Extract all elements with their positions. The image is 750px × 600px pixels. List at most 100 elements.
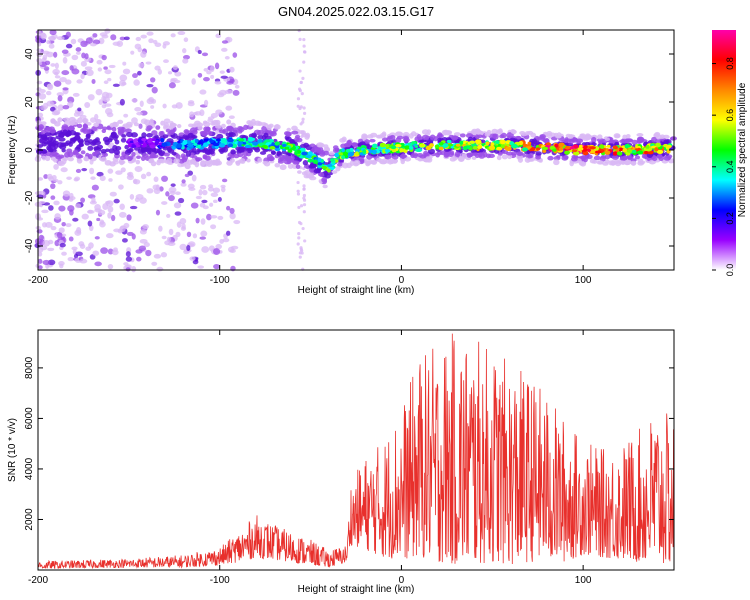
noise-blob [103,66,108,70]
ridge-point [490,142,495,146]
noise-blob [56,36,65,41]
ridge-point [635,145,639,149]
noise-blob [140,34,148,39]
noise-blob [56,231,63,239]
noise-blob [228,115,235,120]
x-tick-label: 100 [575,575,592,586]
band-blob [243,124,249,131]
band-blob [620,156,628,161]
noise-blob [168,82,176,89]
noise-blob [202,189,208,196]
noise-blob [142,224,149,230]
noise-blob [191,174,197,182]
noise-blob [91,79,96,85]
noise-blob [138,245,147,252]
band-blob [400,159,405,165]
noise-blob [62,190,71,197]
noise-blob [47,259,56,266]
noise-blob [198,189,203,196]
noise-blob [210,215,218,219]
noise-blob [104,107,113,115]
band-blob [180,163,186,167]
noise-blob [302,196,306,200]
noise-blob [42,240,51,247]
band-blob [221,123,226,129]
noise-blob [104,103,112,107]
noise-blob [119,211,127,218]
noise-blob [110,214,116,222]
band-blob [123,154,130,160]
ridge-point [419,143,426,148]
noise-blob [301,120,305,124]
noise-blob [133,179,141,185]
noise-blob [214,80,222,85]
band-blob [638,160,646,165]
band-blob [44,132,52,137]
band-blob [176,124,182,129]
noise-blob [87,94,95,101]
noise-blob [234,84,240,89]
spectrogram-x-ticks: -200 -100 0 100 [28,30,592,286]
noise-blob [65,223,72,228]
ridge-point [612,145,618,150]
noise-blob [96,59,103,65]
band-blob [387,135,393,140]
band-blob [76,158,83,164]
ridge-point [330,158,335,162]
ridge-point [554,143,559,148]
band-blob [191,157,196,164]
noise-blob [139,197,147,204]
noise-blob [188,187,196,191]
noise-blob [71,68,80,75]
band-blob [369,138,376,143]
band-blob [184,130,189,136]
noise-blob [37,61,43,66]
band-blob [584,134,592,141]
noise-blob [48,205,54,211]
noise-blob [298,106,302,111]
noise-blob [134,166,143,173]
band-blob [43,140,49,145]
noise-blob [61,70,70,76]
band-blob [597,134,603,140]
band-blob [497,151,503,156]
figure-title: GN04.2025.022.03.15.G17 [278,4,434,19]
ridge-point [391,148,397,153]
noise-blob [94,204,101,211]
ridge-point [521,147,528,152]
noise-blob [210,65,215,73]
noise-blob [62,56,68,64]
noise-blob [57,104,64,111]
band-blob [585,154,593,160]
snr-y-ticks: 2000 4000 6000 8000 [24,356,674,531]
ridge-point [327,163,333,168]
ridge-point [379,142,386,148]
band-blob [194,150,200,155]
ridge-point [434,144,440,149]
band-blob [498,128,503,135]
noise-blob [61,49,69,54]
noise-blob [84,102,91,109]
band-blob [117,128,125,134]
band-blob [235,146,241,151]
band-blob [449,150,455,156]
ridge-point [371,149,377,155]
noise-blob [52,178,59,183]
ridge-point [558,146,564,151]
noise-blob [296,97,301,101]
band-blob [230,149,236,155]
band-blob [257,134,264,140]
band-blob [183,135,190,140]
noise-blob [96,171,104,177]
band-blob [581,155,588,159]
noise-blob [199,184,207,190]
noise-blob [212,187,221,194]
band-blob [263,132,269,138]
ridge-point [472,145,478,150]
noise-blob [296,104,300,108]
ridge-point [594,150,602,154]
band-blob [516,151,524,157]
noise-blob [62,104,70,110]
band-blob [421,134,429,141]
band-blob [169,129,175,136]
